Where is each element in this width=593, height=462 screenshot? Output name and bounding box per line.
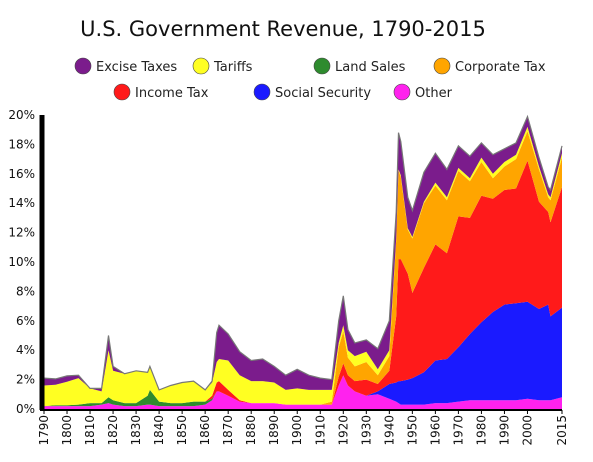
legend-swatch-other (393, 83, 411, 101)
y-tick-label: 12% (8, 226, 35, 240)
y-tick-label: 8% (16, 284, 35, 298)
legend-label-income-tax: Income Tax (135, 86, 209, 101)
legend-label-land-sales: Land Sales (335, 60, 406, 75)
area-excise-taxes (44, 116, 562, 392)
y-tick-label: 10% (8, 255, 35, 269)
total-outline (43, 114, 563, 391)
x-tick-label: 1830 (129, 415, 143, 446)
x-tick-label: 1840 (152, 415, 166, 446)
legend-label-corporate-tax: Corporate Tax (455, 60, 546, 75)
legend-label-tariffs: Tariffs (213, 60, 253, 75)
plot-area (43, 114, 563, 409)
x-tick-label: 1940 (382, 415, 396, 446)
legend-swatch-tariffs (192, 57, 210, 75)
area-social-security (44, 301, 562, 407)
x-tick-label: 1930 (359, 415, 373, 446)
x-tick-label: 1960 (428, 415, 442, 446)
legend-swatch-social-security (253, 83, 271, 101)
x-tick-label: 1800 (60, 415, 74, 446)
legend: Excise Taxes Tariffs Land Sales Corporate T… (74, 57, 546, 101)
y-tick-label: 6% (16, 314, 35, 328)
y-tick-label: 16% (8, 167, 35, 181)
legend-label-excise-taxes: Excise Taxes (96, 60, 177, 75)
legend-swatch-corporate-tax (433, 57, 451, 75)
x-tick-label: 1790 (37, 415, 51, 446)
x-tick-label: 1900 (290, 415, 304, 446)
y-tick-label: 20% (8, 108, 35, 122)
axes: 0% 2% 4% 6% 8% 10% 12% 14% 16% 18% 20% 1790 1800 1810… (8, 108, 569, 446)
x-tick-label: 1980 (474, 415, 488, 446)
y-tick-label: 0% (16, 402, 35, 416)
legend-swatch-income-tax (113, 83, 131, 101)
x-tick-label: 1990 (497, 415, 511, 446)
y-tick-label: 2% (16, 373, 35, 387)
legend-label-other: Other (415, 86, 453, 101)
area-other (44, 375, 562, 409)
y-tick-label: 4% (16, 343, 35, 357)
x-tick-label: 1870 (221, 415, 235, 446)
area-income-tax (44, 160, 562, 407)
x-tick-label: 1850 (175, 415, 189, 446)
x-tick-label: 2000 (520, 415, 534, 446)
legend-swatch-land-sales (313, 57, 331, 75)
legend-label-social-security: Social Security (275, 86, 371, 101)
x-tick-label: 1910 (313, 415, 327, 446)
area-corporate-tax (44, 131, 562, 407)
x-tick-label: 1860 (198, 415, 212, 446)
y-tick-label: 14% (8, 196, 35, 210)
x-tick-label: 1890 (267, 415, 281, 446)
chart-title: U.S. Government Revenue, 1790-2015 (80, 17, 486, 41)
x-tick-label: 1880 (244, 415, 258, 446)
x-tick-label: 1950 (405, 415, 419, 446)
y-tick-label: 18% (8, 137, 35, 151)
x-tick-label: 1820 (106, 415, 120, 446)
x-tick-label: 1970 (451, 415, 465, 446)
x-tick-label: 1810 (83, 415, 97, 446)
x-tick-label: 2015 (555, 415, 569, 446)
legend-swatch-excise-taxes (74, 57, 92, 75)
x-tick-label: 1920 (336, 415, 350, 446)
